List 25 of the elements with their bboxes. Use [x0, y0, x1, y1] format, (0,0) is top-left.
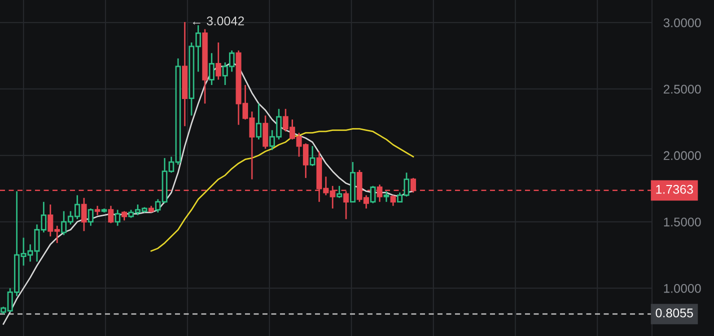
- y-tick-label: 1.5000: [664, 218, 701, 226]
- candlestick: [208, 52, 214, 86]
- ref-line-label: 1.7363: [656, 184, 693, 194]
- candlestick: [384, 190, 390, 203]
- candlestick: [216, 42, 222, 80]
- candlestick: [114, 209, 120, 226]
- y-tick-label: 2.5000: [664, 84, 701, 94]
- candlestick: [81, 197, 87, 232]
- candlestick: [410, 177, 416, 194]
- line-series: [150, 128, 414, 252]
- y-tick-label: 2.0000: [664, 151, 701, 160]
- candlestick: [108, 205, 114, 224]
- candlestick: [310, 145, 316, 167]
- candlestick: [370, 185, 376, 204]
- candlestick: [390, 194, 396, 207]
- y-tick-label: 1.0000: [664, 284, 701, 293]
- y-tick-label: 3.0000: [664, 18, 701, 28]
- candlestick: [122, 210, 128, 222]
- candlestick: [94, 205, 100, 216]
- ref-line-label: 0.8055: [656, 308, 693, 318]
- candlestick: [88, 208, 94, 226]
- candlestick: [262, 114, 268, 150]
- candlestick: [336, 185, 342, 199]
- candlestick: [256, 102, 262, 140]
- annotation: ← 3.0042: [192, 16, 244, 26]
